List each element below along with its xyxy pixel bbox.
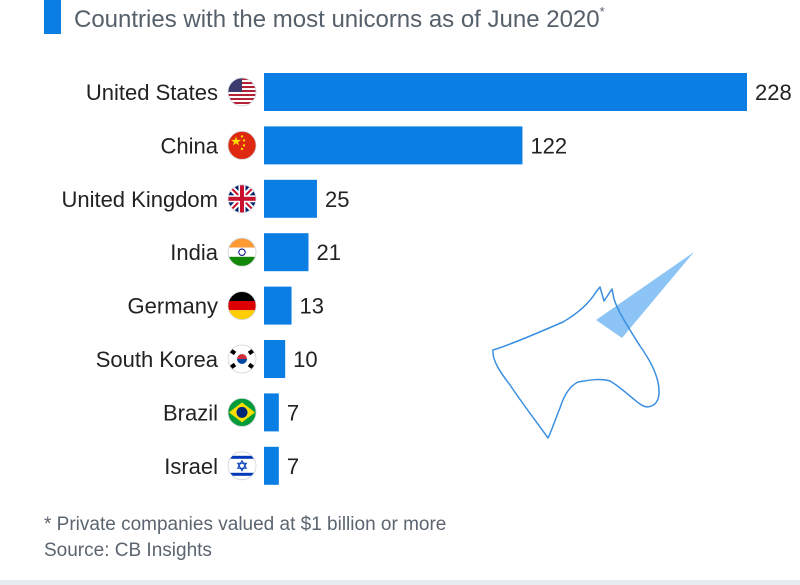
unicorn-outline	[492, 286, 660, 439]
value-label: 10	[293, 347, 317, 372]
value-label: 7	[287, 400, 299, 425]
uk-flag-icon	[227, 184, 257, 214]
category-label: United States	[86, 80, 218, 105]
category-label: South Korea	[96, 347, 219, 372]
value-label: 25	[325, 187, 349, 212]
title-accent-bar	[44, 0, 61, 34]
category-label: United Kingdom	[61, 187, 218, 212]
category-label: Brazil	[163, 400, 218, 425]
bar	[264, 126, 523, 165]
value-label: 7	[287, 454, 299, 479]
category-label: India	[170, 240, 218, 265]
bar	[264, 179, 317, 218]
israel-flag-icon	[227, 451, 257, 481]
source-text: Source: CB Insights	[44, 540, 212, 561]
bar	[264, 286, 292, 325]
chart-title: Countries with the most unicorns as of J…	[74, 4, 605, 33]
value-label: 13	[300, 294, 324, 319]
value-label: 21	[316, 240, 340, 265]
bar-chart: United States 228 China 122 United Kingdom 25…	[61, 73, 792, 485]
category-label: China	[161, 133, 219, 158]
germany-flag-icon	[227, 291, 257, 321]
chart-footnotes: * Private companies valued at $1 billion…	[44, 512, 446, 564]
bar	[264, 446, 279, 485]
unicorn-illustration	[492, 252, 694, 439]
bottom-divider	[0, 580, 800, 585]
india-flag-icon	[227, 237, 257, 267]
value-label: 122	[530, 133, 567, 158]
south-korea-flag-icon	[227, 344, 257, 374]
us-flag-icon	[227, 77, 257, 107]
bar	[264, 233, 309, 272]
unicorn-horn	[596, 252, 694, 338]
value-label: 228	[755, 80, 792, 105]
category-label: Germany	[128, 294, 218, 319]
category-label: Israel	[164, 454, 218, 479]
bar	[264, 340, 286, 378]
bar	[264, 73, 747, 111]
brazil-flag-icon	[227, 397, 257, 427]
bar	[264, 393, 279, 432]
china-flag-icon	[227, 130, 257, 160]
footnote-text: * Private companies valued at $1 billion…	[44, 514, 447, 535]
